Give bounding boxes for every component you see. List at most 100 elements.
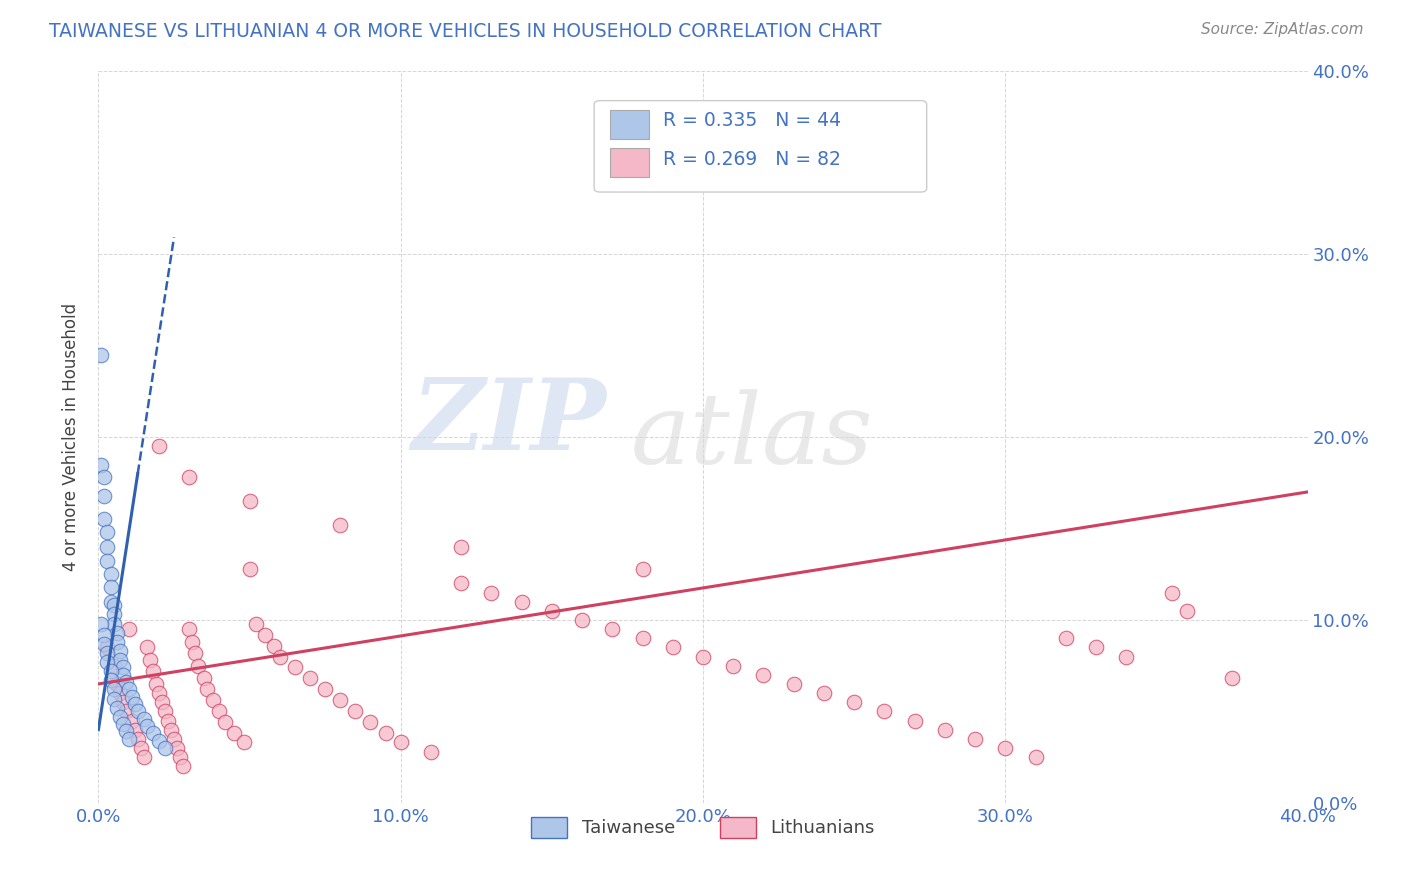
Point — [934, 723, 956, 737]
Point — [100, 580, 122, 594]
Point — [124, 697, 146, 711]
Point — [132, 750, 155, 764]
Point — [202, 693, 225, 707]
Point — [121, 714, 143, 728]
Point — [1024, 750, 1046, 764]
Point — [1160, 585, 1182, 599]
Point — [150, 695, 173, 709]
Legend: Taiwanese, Lithuanians: Taiwanese, Lithuanians — [524, 810, 882, 845]
Point — [100, 673, 122, 688]
Point — [193, 672, 215, 686]
Point — [1220, 672, 1243, 686]
Point — [114, 705, 136, 719]
Point — [100, 567, 122, 582]
Point — [103, 658, 125, 673]
Point — [121, 690, 143, 704]
Point — [90, 348, 112, 362]
Point — [184, 646, 207, 660]
Point — [571, 613, 593, 627]
Point — [105, 700, 128, 714]
Point — [631, 562, 654, 576]
Point — [111, 695, 134, 709]
Point — [93, 489, 115, 503]
Point — [96, 646, 118, 660]
Point — [90, 458, 112, 472]
Point — [329, 517, 352, 532]
Point — [139, 653, 162, 667]
Point — [263, 639, 285, 653]
Point — [195, 682, 218, 697]
Point — [127, 731, 149, 746]
Point — [224, 726, 246, 740]
Point — [132, 712, 155, 726]
Point — [111, 717, 134, 731]
Point — [103, 599, 125, 613]
Point — [111, 660, 134, 674]
Point — [105, 625, 128, 640]
Point — [93, 627, 115, 641]
FancyBboxPatch shape — [595, 101, 927, 192]
Point — [118, 731, 141, 746]
Point — [93, 512, 115, 526]
Point — [172, 759, 194, 773]
Point — [631, 632, 654, 646]
Point — [142, 664, 165, 678]
Point — [450, 540, 472, 554]
Point — [108, 686, 131, 700]
Point — [420, 745, 443, 759]
Point — [114, 724, 136, 739]
Point — [135, 719, 157, 733]
Point — [253, 627, 276, 641]
Point — [145, 677, 167, 691]
Point — [90, 616, 112, 631]
Text: R = 0.335   N = 44: R = 0.335 N = 44 — [664, 111, 841, 130]
Point — [389, 735, 412, 749]
Point — [1175, 604, 1198, 618]
Point — [103, 616, 125, 631]
Point — [100, 594, 122, 608]
Text: Source: ZipAtlas.com: Source: ZipAtlas.com — [1201, 22, 1364, 37]
Point — [156, 714, 179, 728]
Point — [269, 649, 291, 664]
Point — [752, 667, 775, 681]
Point — [844, 695, 866, 709]
Point — [181, 635, 204, 649]
Point — [153, 705, 176, 719]
Point — [239, 562, 262, 576]
Point — [93, 470, 115, 484]
Point — [602, 622, 624, 636]
Point — [450, 576, 472, 591]
Point — [540, 604, 562, 618]
Point — [118, 682, 141, 697]
Point — [129, 740, 152, 755]
Text: atlas: atlas — [630, 390, 873, 484]
Point — [160, 723, 183, 737]
Point — [108, 644, 131, 658]
Point — [142, 726, 165, 740]
Point — [108, 710, 131, 724]
Point — [329, 693, 352, 707]
Point — [103, 607, 125, 622]
Point — [179, 470, 201, 484]
Point — [1085, 640, 1108, 655]
FancyBboxPatch shape — [610, 110, 648, 139]
Point — [96, 640, 118, 655]
Point — [118, 622, 141, 636]
Text: R = 0.269   N = 82: R = 0.269 N = 82 — [664, 150, 841, 169]
Point — [148, 686, 170, 700]
Point — [1054, 632, 1077, 646]
Text: ZIP: ZIP — [412, 375, 606, 471]
Point — [169, 750, 191, 764]
Point — [100, 664, 122, 678]
Point — [299, 672, 322, 686]
Point — [994, 740, 1017, 755]
Point — [344, 705, 367, 719]
Point — [904, 714, 927, 728]
Point — [111, 667, 134, 681]
Point — [103, 682, 125, 697]
Point — [510, 594, 533, 608]
Point — [481, 585, 503, 599]
Point — [96, 525, 118, 540]
Point — [105, 635, 128, 649]
Text: TAIWANESE VS LITHUANIAN 4 OR MORE VEHICLES IN HOUSEHOLD CORRELATION CHART: TAIWANESE VS LITHUANIAN 4 OR MORE VEHICL… — [49, 22, 882, 41]
